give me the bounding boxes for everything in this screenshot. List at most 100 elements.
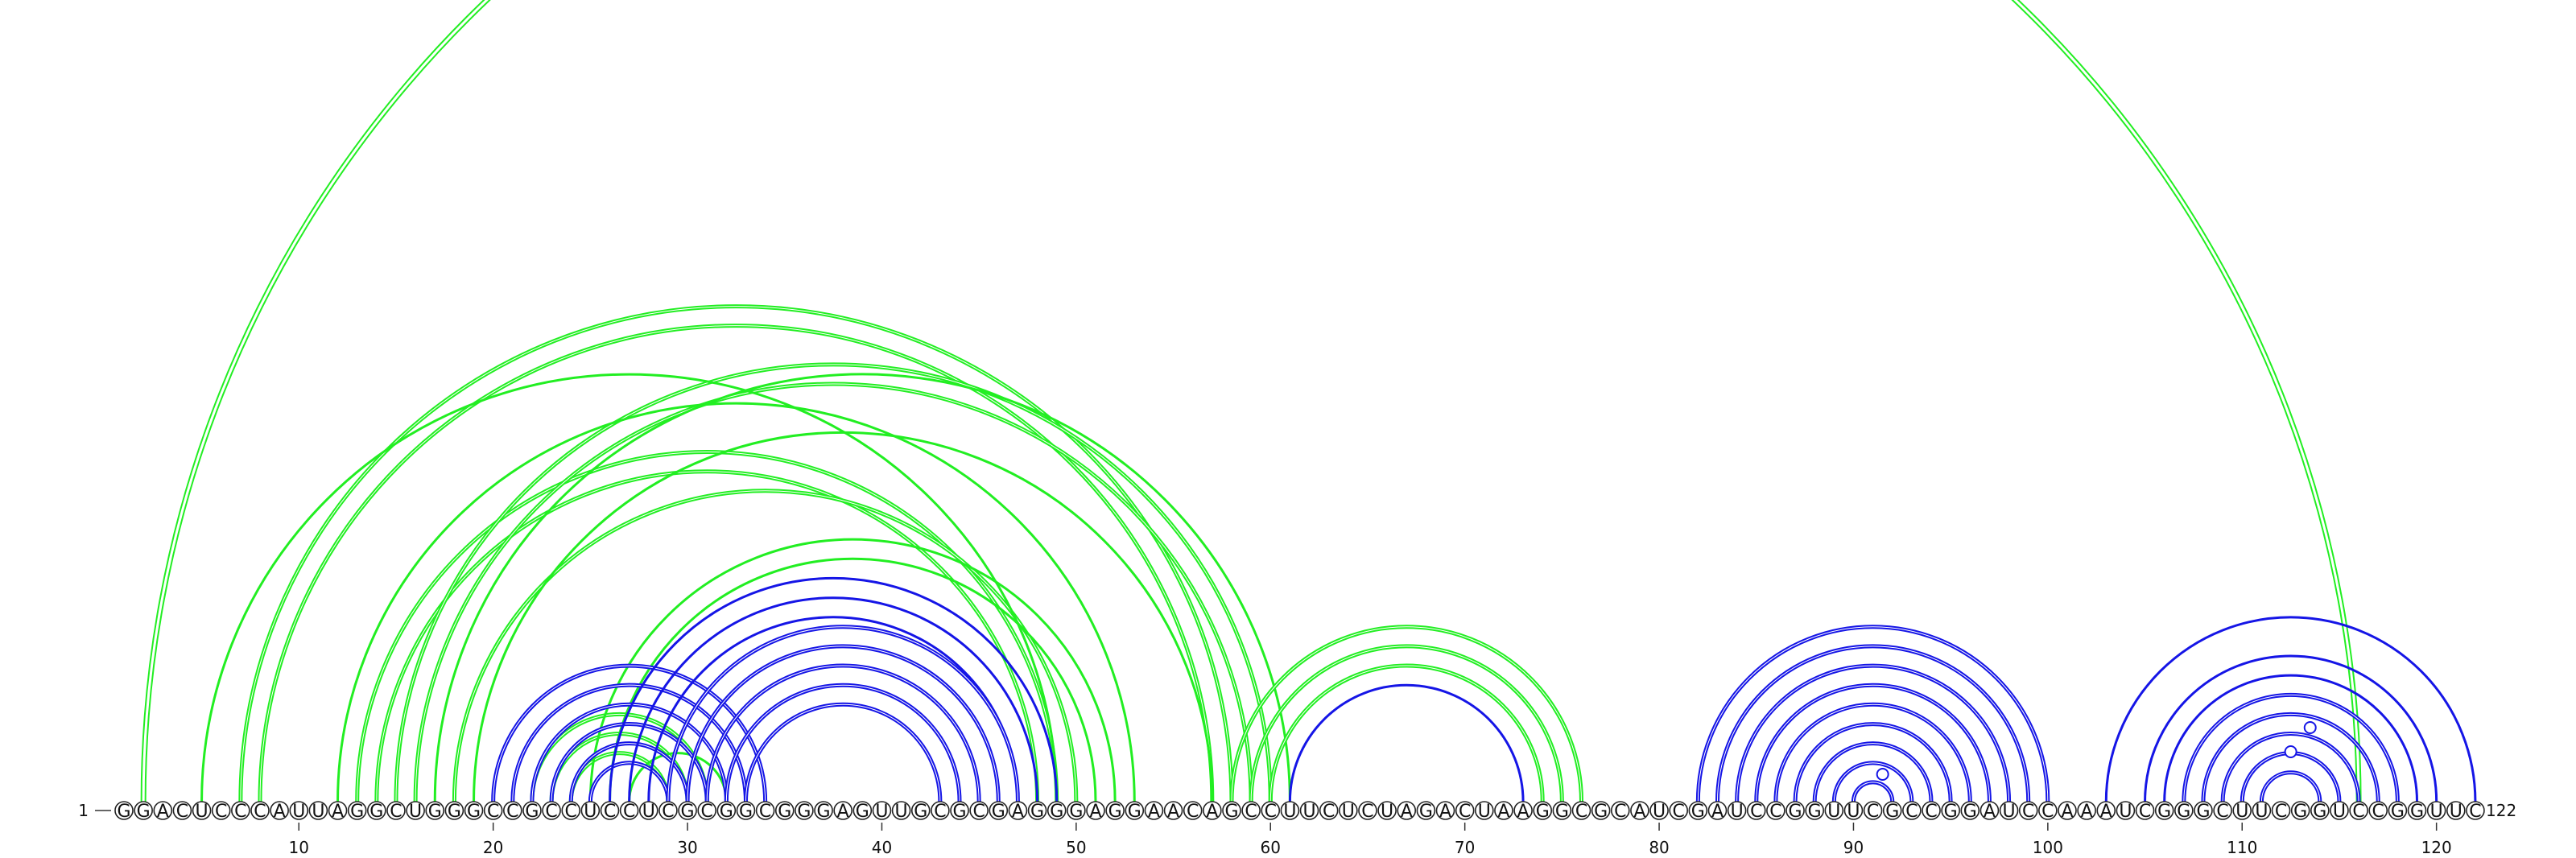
arc-inner-88-94 [1814, 743, 1932, 802]
nucleotide-letter-38: A [837, 802, 849, 822]
nucleotide-circle-38 [833, 801, 852, 820]
nucleotide-69: A [1435, 801, 1455, 822]
nucleotide-letter-82: G [1691, 802, 1705, 822]
arc-blue-33-43 [743, 702, 943, 802]
nucleotide-79: A [1630, 801, 1649, 822]
nucleotide-circle-76 [1571, 801, 1591, 820]
tick-label-50: 50 [1066, 838, 1086, 857]
nucleotide-letter-12: A [332, 802, 344, 822]
nucleotide-letter-103: A [2100, 802, 2112, 822]
nucleotide-letter-7: C [234, 802, 246, 822]
nucleotide-letter-14: G [369, 802, 383, 822]
nucleotide-letter-121: U [2450, 802, 2462, 822]
nucleotide-circle-82 [1688, 801, 1708, 820]
nucleotide-circle-83 [1707, 801, 1728, 820]
nucleotide-circle-64 [1339, 801, 1358, 820]
nucleotide-circle-94 [1922, 801, 1941, 820]
nucleotide-circle-16 [406, 801, 425, 820]
nucleotide-letter-100: C [2041, 802, 2054, 822]
nucleotide-letter-37: G [817, 802, 831, 822]
nucleotide-letter-87: G [1789, 802, 1802, 822]
nucleotide-66: U [1377, 801, 1397, 822]
nucleotide-circle-100 [2038, 801, 2058, 820]
nucleotide-80: U [1649, 801, 1669, 822]
nucleotide-circle-110 [2232, 801, 2252, 820]
arc-inner-83-99 [1716, 646, 2029, 802]
nucleotide-circle-49 [1046, 801, 1067, 820]
nucleotide-circle-50 [1067, 801, 1086, 820]
arc-inner-21-33 [512, 684, 746, 802]
nucleotide-100: C [2038, 801, 2058, 822]
arc-inner-23-31 [551, 723, 708, 802]
nucleotide-circle-99 [2018, 801, 2038, 820]
nucleotide-letter-89: U [1827, 802, 1840, 822]
nucleotide-51: A [1086, 801, 1105, 822]
nucleotide-1: G [114, 801, 134, 822]
nucleotide-letter-29: C [662, 802, 674, 822]
nucleotide-circle-111 [2252, 801, 2272, 820]
nucleotide-57: A [1203, 801, 1222, 822]
nucleotide-circle-73 [1513, 801, 1533, 820]
arc-green-5-49 [200, 373, 1059, 802]
arc-inner-2-116 [142, 0, 2360, 802]
nucleotide-27: C [619, 801, 639, 822]
nucleotide-letter-61: U [1283, 802, 1296, 822]
arc-inner-60-74 [1269, 665, 1543, 802]
nucleotide-circle-8 [250, 801, 270, 820]
nucleotide-letter-24: C [565, 802, 577, 822]
nucleotide-circle-56 [1183, 801, 1203, 820]
arc-blue-105-120 [2144, 654, 2438, 802]
nucleotide-103: A [2096, 801, 2116, 822]
nucleotide-circle-84 [1727, 801, 1747, 820]
nucleotide-circle-112 [2271, 801, 2291, 820]
nucleotide-19: G [464, 801, 484, 822]
nucleotide-circle-22 [522, 801, 542, 820]
nucleotide-71: U [1475, 801, 1494, 822]
nucleotide-60: C [1261, 801, 1281, 822]
nucleotide-letter-27: C [623, 802, 635, 822]
nucleotide-10: U [289, 801, 309, 822]
loop-marker-112 [2284, 745, 2297, 758]
nucleotide-circle-5 [192, 801, 212, 820]
arc-green-17-61 [433, 373, 1291, 802]
nucleotide-87: G [1785, 801, 1805, 822]
nucleotide-letter-117: C [2372, 802, 2384, 822]
nucleotide-letter-13: G [350, 802, 364, 822]
nucleotide-circle-80 [1649, 801, 1669, 820]
nucleotide-93: C [1902, 801, 1922, 822]
nucleotide-letter-110: U [2235, 802, 2248, 822]
nucleotide-circle-40 [872, 801, 892, 820]
nucleotide-98: U [1999, 801, 2019, 822]
arc-inner-24-30 [570, 743, 688, 802]
nucleotide-9: A [270, 801, 289, 822]
arc-inner-89-93 [1833, 762, 1913, 802]
nucleotide-circle-106 [2154, 801, 2174, 820]
nucleotide-101: A [2058, 801, 2077, 822]
nucleotide-94: C [1922, 801, 1941, 822]
nucleotide-circle-44 [950, 801, 969, 820]
arc-green-27-32 [628, 752, 728, 802]
nucleotide-70: C [1455, 801, 1475, 822]
nucleotide-circle-108 [2194, 801, 2213, 820]
nucleotide-circle-53 [1125, 801, 1145, 820]
nucleotide-letter-90: U [1847, 802, 1860, 822]
nucleotide-circle-121 [2446, 801, 2466, 820]
arc-inner-33-43 [745, 703, 941, 802]
nucleotide-letter-33: G [739, 802, 753, 822]
nucleotide-letter-41: U [895, 802, 908, 822]
nucleotide-7: C [231, 801, 250, 822]
nucleotide-letter-93: C [1905, 802, 1918, 822]
nucleotide-letter-81: C [1673, 802, 1685, 822]
nucleotide-circle-85 [1746, 801, 1766, 820]
nucleotide-58: G [1222, 801, 1241, 822]
nucleotide-letter-74: G [1536, 802, 1550, 822]
nucleotide-circle-77 [1591, 801, 1611, 820]
nucleotide-26: C [600, 801, 620, 822]
nucleotide-letter-58: G [1224, 802, 1238, 822]
nucleotide-letter-39: G [856, 802, 869, 822]
nucleotide-letter-69: A [1439, 802, 1451, 822]
nucleotide-letter-76: C [1575, 802, 1587, 822]
nucleotide-circle-58 [1222, 801, 1241, 820]
tick-label-20: 20 [483, 838, 503, 857]
nucleotide-99: C [2018, 801, 2038, 822]
